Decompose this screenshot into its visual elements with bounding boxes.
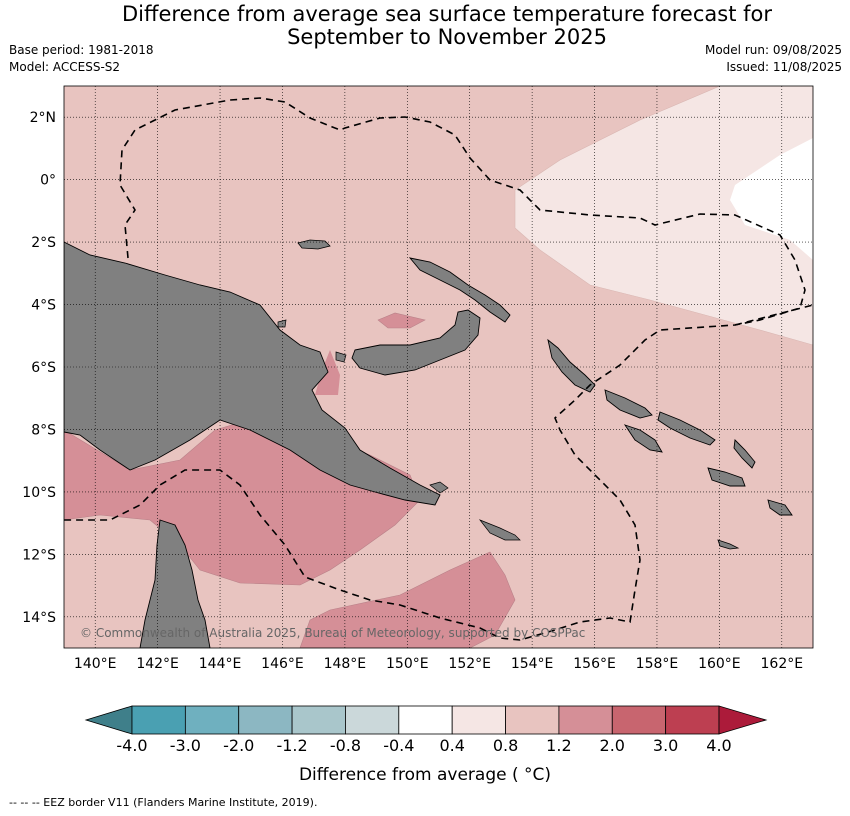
map-frame (63, 85, 814, 649)
grid-lines (64, 86, 813, 648)
choiseul-land (604, 389, 653, 419)
colorbar-swatch (398, 705, 453, 735)
colorbar-label: Difference from average ( °C) (298, 765, 552, 785)
colorbar-swatch (505, 705, 560, 735)
meta-right: Model run: 09/08/2025 Issued: 11/08/2025 (705, 42, 842, 76)
colorbar-tick-label: -2.0 (223, 736, 254, 755)
colorbar-swatch (184, 705, 240, 735)
lat-tick-label: 14°S (22, 610, 56, 626)
colorbar-tick-label: 2.0 (600, 736, 625, 755)
new-georgia-land (623, 424, 663, 453)
chart-title: Difference from average sea surface temp… (0, 3, 850, 49)
longitude-labels: 140°E 142°E 144°E 146°E 148°E 150°E 152°E 154°E… (74, 656, 803, 672)
colorbar-swatch (238, 705, 293, 735)
model-name: Model: ACCESS-S2 (9, 60, 121, 74)
issued-date: Issued: 11/08/2025 (726, 60, 842, 74)
small-island-land (277, 319, 287, 328)
title-line-1: Difference from average sea surface temp… (122, 2, 772, 26)
lon-tick-label: 148°E (324, 656, 367, 672)
lon-tick-label: 144°E (199, 656, 242, 672)
makira-land (767, 499, 793, 516)
lat-tick-label: 2°N (30, 110, 56, 126)
lon-tick-label: 140°E (74, 656, 117, 672)
colorbar-tick-label: 0.4 (439, 736, 464, 755)
colorbar-tick-label: 4.0 (706, 736, 731, 755)
lon-tick-label: 152°E (448, 656, 491, 672)
title-line-2: September to November 2025 (287, 25, 607, 49)
colorbar-swatch (611, 705, 667, 735)
colorbar-tick-label: 1.2 (546, 736, 571, 755)
malaita-land (733, 439, 756, 469)
lat-tick-label: 8°S (31, 422, 56, 438)
meta-left: Base period: 1981-2018 Model: ACCESS-S2 (9, 42, 154, 76)
colorbar (84, 705, 768, 735)
colorbar-tick-label: 0.8 (493, 736, 518, 755)
anomaly-0.4-0.8-region (514, 86, 813, 346)
colorbar-tick-label: -0.4 (383, 736, 414, 755)
bougainville-land (547, 338, 596, 393)
colorbar-swatch (665, 705, 720, 735)
lon-tick-label: 160°E (698, 656, 741, 672)
lon-tick-label: 142°E (136, 656, 179, 672)
lon-tick-label: 150°E (386, 656, 429, 672)
lon-tick-label: 156°E (573, 656, 616, 672)
eez-footnote: -- -- -- EEZ border V11 (Flanders Marine… (9, 796, 318, 809)
colorbar-tick-label: -1.2 (276, 736, 307, 755)
lon-tick-label: 146°E (261, 656, 304, 672)
lon-tick-label: 162°E (761, 656, 804, 672)
lat-tick-label: 10°S (22, 485, 56, 501)
latitude-labels: 2°N 0° 2°S 4°S 6°S 8°S 10°S 12°S 14°S (22, 110, 56, 626)
lat-tick-label: 0° (40, 173, 56, 189)
colorbar-swatch (451, 705, 506, 735)
lat-tick-label: 6°S (31, 360, 56, 376)
colorbar-tick-label: -4.0 (116, 736, 147, 755)
colorbar-tick-label: -3.0 (170, 736, 201, 755)
colorbar-tick-labels: -4.0 -3.0 -2.0 -1.2 -0.8 -0.4 0.4 0.8 1.2 2.0 3.0 4… (116, 736, 731, 755)
eez-border (734, 304, 813, 326)
colorbar-swatch (345, 705, 400, 735)
model-run: Model run: 09/08/2025 (704, 43, 842, 57)
lat-tick-label: 4°S (31, 298, 56, 314)
colorbar-low-extend (84, 705, 133, 735)
lat-tick-label: 12°S (22, 547, 56, 563)
base-period: Base period: 1981-2018 (9, 43, 154, 57)
santa-isabel-land (657, 411, 716, 446)
map-body: © Commonwealth of Australia 2025, Bureau… (64, 86, 813, 648)
colorbar-swatch (558, 705, 613, 735)
copyright-text: © Commonwealth of Australia 2025, Bureau… (80, 626, 585, 640)
colorbar-swatch (131, 705, 186, 735)
colorbar-tick-label: 3.0 (653, 736, 678, 755)
eez-border (64, 97, 806, 641)
colorbar-tick-label: -0.8 (330, 736, 361, 755)
lon-tick-label: 158°E (636, 656, 679, 672)
lat-tick-label: 2°S (31, 235, 56, 251)
new-ireland-land (408, 257, 511, 323)
guadalcanal-land (707, 467, 746, 487)
near-average-region (730, 138, 813, 260)
colorbar-swatch (291, 705, 346, 735)
dentrecasteaux-land (429, 481, 449, 494)
new-britain-land (351, 309, 481, 376)
anomaly-1.2-2.0-small-patch (377, 312, 426, 329)
lon-tick-label: 154°E (511, 656, 554, 672)
louisiade-land (478, 519, 521, 541)
colorbar-high-extend (718, 705, 768, 735)
small-island-land (335, 351, 347, 363)
new-guinea-land (64, 241, 441, 506)
